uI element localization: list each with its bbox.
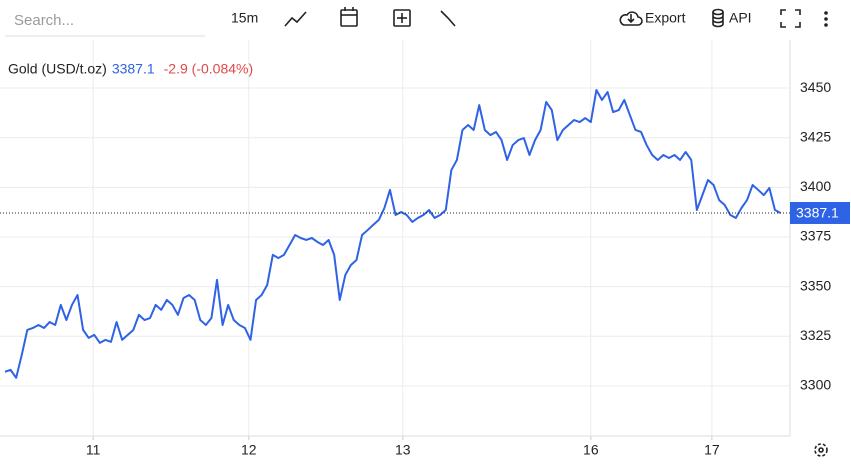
calendar-icon[interactable] bbox=[340, 7, 358, 27]
x-tick-label: 17 bbox=[704, 442, 720, 458]
settings-wrench-icon[interactable] bbox=[440, 10, 456, 27]
legend-last-value: 3387.1 bbox=[112, 61, 155, 77]
export-icon[interactable] bbox=[619, 11, 643, 26]
y-tick-label: 3375 bbox=[800, 228, 831, 244]
last-value-badge-label: 3387.1 bbox=[796, 205, 839, 221]
last-value-badge bbox=[790, 201, 850, 224]
export-button[interactable]: Export bbox=[645, 10, 686, 26]
x-tick-label: 13 bbox=[395, 442, 411, 458]
search-input[interactable]: Search... bbox=[14, 12, 74, 29]
chart-type-icon[interactable] bbox=[284, 11, 307, 27]
toolbar: Search... 15m Export API bbox=[5, 7, 828, 37]
fullscreen-icon[interactable] bbox=[780, 9, 801, 28]
api-icon[interactable] bbox=[712, 8, 724, 28]
plot-area: 3300 3325 3350 3375 3400 3425 3450 11 12 13 16 17 33… bbox=[0, 40, 850, 458]
y-tick-label: 3350 bbox=[800, 277, 831, 293]
x-tick-label: 12 bbox=[241, 442, 257, 458]
legend: Gold (USD/t.oz) 3387.1 -2.9 (-0.084%) bbox=[8, 61, 253, 77]
interval-button[interactable]: 15m bbox=[231, 10, 258, 26]
chart-settings-icon[interactable] bbox=[814, 443, 828, 457]
api-button[interactable]: API bbox=[729, 10, 752, 26]
y-tick-label: 3425 bbox=[800, 128, 831, 144]
x-tick-label: 11 bbox=[86, 442, 101, 458]
more-menu-icon[interactable] bbox=[824, 11, 828, 27]
y-tick-label: 3450 bbox=[800, 79, 831, 95]
y-tick-label: 3300 bbox=[800, 377, 831, 393]
price-line bbox=[4, 89, 781, 379]
y-tick-label: 3325 bbox=[800, 327, 831, 343]
x-tick-label: 16 bbox=[583, 442, 599, 458]
legend-series-name: Gold (USD/t.oz) bbox=[8, 61, 107, 77]
y-tick-label: 3400 bbox=[800, 178, 831, 194]
legend-change: -2.9 (-0.084%) bbox=[164, 61, 253, 77]
add-indicator-icon[interactable] bbox=[393, 9, 411, 27]
